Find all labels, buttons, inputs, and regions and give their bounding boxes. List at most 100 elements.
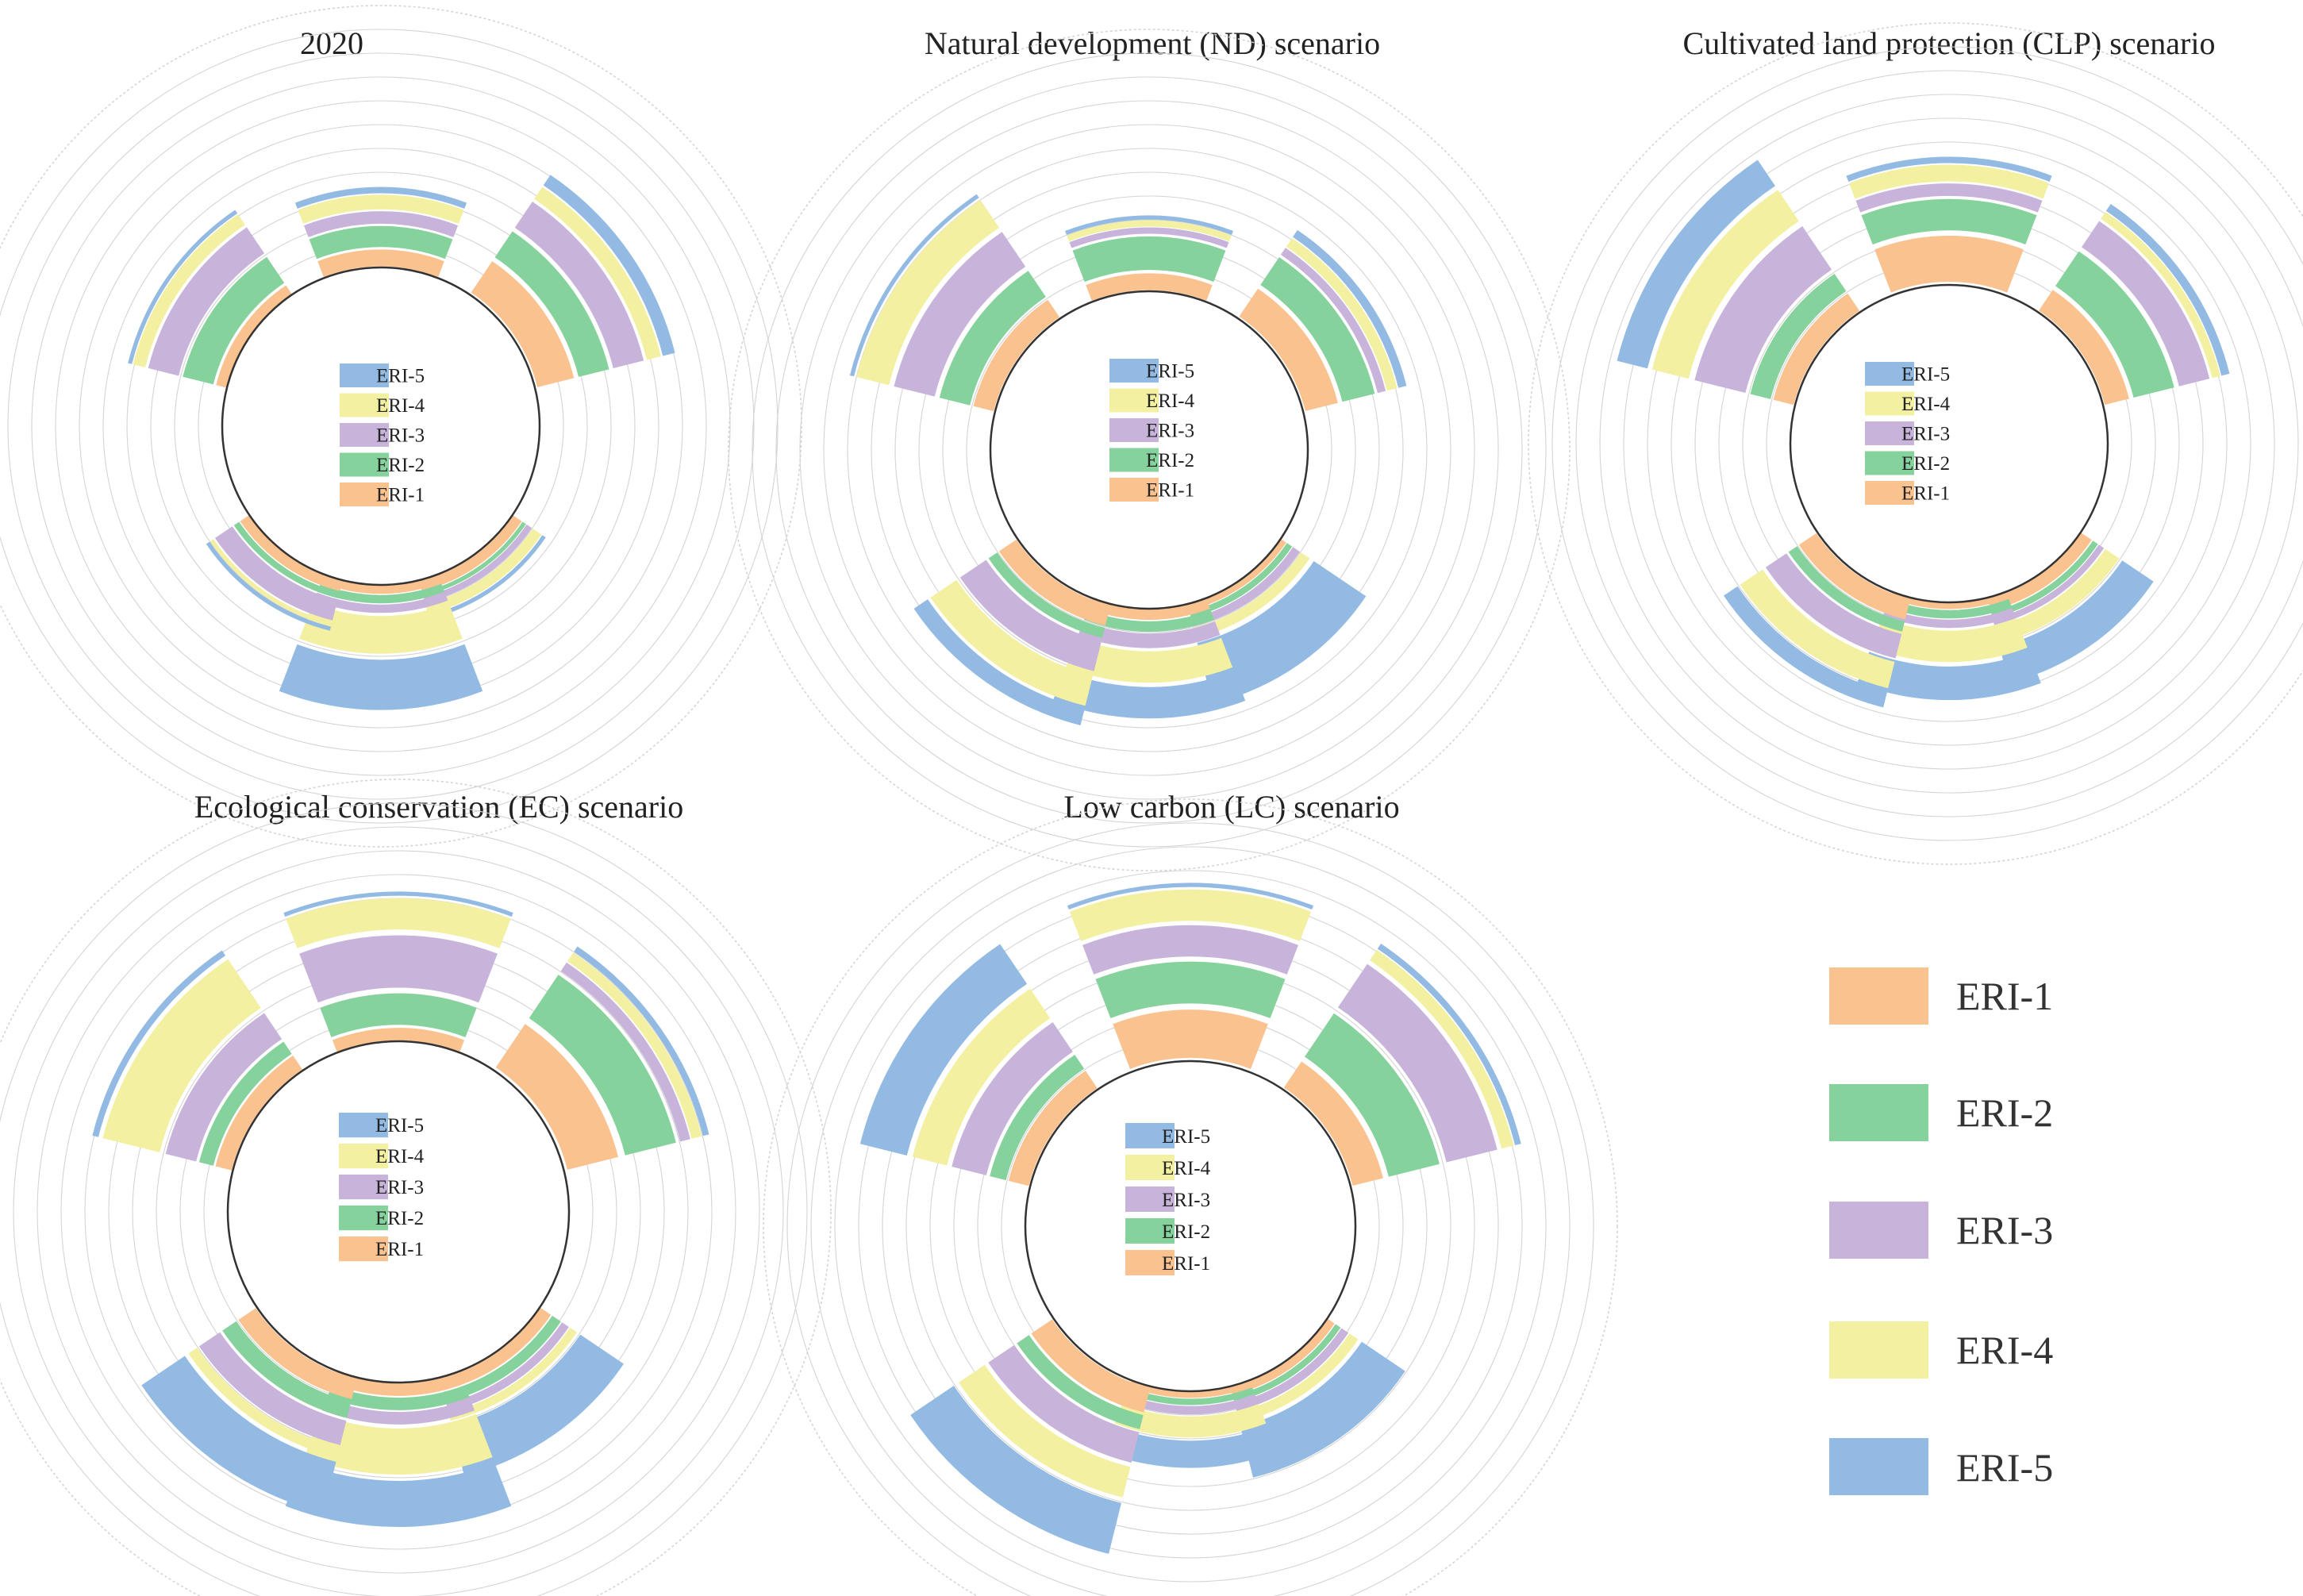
panel-title: 2020 xyxy=(300,25,363,61)
bar-segment xyxy=(446,1322,569,1412)
bar-segment xyxy=(141,1356,336,1513)
bar-segment xyxy=(1122,1394,1259,1415)
bar-segment xyxy=(102,959,261,1152)
bar-segment xyxy=(216,285,292,388)
center-legend-label-eri-3: ERI-3 xyxy=(1146,420,1194,441)
bar-segment xyxy=(990,1054,1085,1181)
center-legend-label-eri-1: ERI-1 xyxy=(375,1239,424,1260)
bar-segment xyxy=(988,1344,1140,1463)
bar-segment xyxy=(320,993,477,1037)
center-legend-swatch xyxy=(339,1206,388,1231)
bar-segment xyxy=(1082,925,1298,975)
main-legend-label-eri-3: ERI-3 xyxy=(1956,1208,2053,1252)
bar-segment xyxy=(299,603,463,654)
center-legend-swatch xyxy=(1865,451,1914,475)
bar-segment xyxy=(1765,553,1902,659)
bar-segment xyxy=(285,1463,512,1528)
grid-ring xyxy=(1623,117,2275,770)
bar-segment xyxy=(298,194,464,224)
bar-segment xyxy=(1197,561,1367,704)
grid-ring xyxy=(1599,94,2299,794)
main-legend: ERI-1 ERI-2 ERI-3 ERI-4 ERI-5 xyxy=(1829,967,2053,1495)
bar-segment xyxy=(1861,198,2037,245)
bar-segment xyxy=(1293,229,1407,388)
panel-title: Ecological conservation (EC) scenario xyxy=(194,789,683,825)
bar-segment xyxy=(1369,949,1514,1149)
main-legend-swatch-eri-1 xyxy=(1829,967,1928,1025)
grid-ring xyxy=(1647,141,2251,746)
center-legend-label-eri-4: ERI-4 xyxy=(1901,394,1951,415)
bar-segment xyxy=(952,1022,1073,1175)
center-legend-label-eri-4: ERI-4 xyxy=(376,395,425,417)
bar-segment xyxy=(1857,652,2041,701)
bar-segment xyxy=(1095,961,1286,1019)
grid-ring xyxy=(1551,46,2303,841)
bar-segment xyxy=(560,962,690,1142)
center-legend-label-eri-2: ERI-2 xyxy=(1146,450,1194,471)
bar-segment xyxy=(567,952,702,1139)
bar-segment xyxy=(1870,618,2028,663)
grid-ring xyxy=(775,76,1523,824)
bar-segment xyxy=(279,644,483,710)
center-legend-label-eri-4: ERI-4 xyxy=(1162,1158,1211,1179)
center-legend-label-eri-5: ERI-5 xyxy=(375,1115,424,1136)
grid-ring xyxy=(1575,70,2303,817)
grid-ring xyxy=(728,29,1571,871)
center-legend-swatch xyxy=(1865,481,1914,505)
main-legend-swatch-eri-4 xyxy=(1829,1321,1928,1379)
bar-segment xyxy=(1724,586,1888,708)
panel-lc-scenario: Low carbon (LC) scenario ERI-5 ERI-4 ERI… xyxy=(763,789,1618,1596)
grid-ring xyxy=(60,874,736,1550)
center-legend-swatch xyxy=(340,393,389,417)
grid-ring xyxy=(31,76,731,776)
bar-segment xyxy=(1874,235,2024,293)
bar-segment xyxy=(1283,1061,1383,1186)
center-legend-swatch xyxy=(1125,1218,1175,1244)
grid-rings xyxy=(728,29,1571,871)
bar-segment xyxy=(215,1056,302,1171)
bar-segment xyxy=(313,592,448,613)
bar-segment xyxy=(930,579,1094,706)
bar-segment xyxy=(2105,204,2230,376)
bar-segment xyxy=(148,227,265,376)
bar-segment xyxy=(1280,248,1386,394)
grid-ring xyxy=(7,52,755,800)
center-legend-label-eri-2: ERI-2 xyxy=(376,455,425,476)
bar-segments xyxy=(128,175,675,710)
bar-segment xyxy=(165,1013,283,1162)
grid-ring xyxy=(79,124,683,729)
grid-ring xyxy=(37,850,760,1574)
bar-segments xyxy=(1617,156,2230,708)
panel-title: Low carbon (LC) scenario xyxy=(1063,789,1399,825)
main-legend-label-eri-1: ERI-1 xyxy=(1956,974,2053,1018)
bar-segment xyxy=(425,529,542,614)
center-legend-swatch xyxy=(340,483,389,506)
center-legend-swatch xyxy=(1109,359,1159,383)
grid-ring xyxy=(1528,22,2303,865)
center-legend-swatch xyxy=(1109,388,1159,413)
bar-segment xyxy=(1114,1403,1267,1438)
center-legend-swatch xyxy=(1125,1123,1175,1148)
bar-segment xyxy=(958,1364,1131,1498)
center-legend: ERI-5 ERI-4 ERI-3 ERI-2 ERI-1 xyxy=(340,363,425,506)
center-legend-swatch xyxy=(1109,418,1159,442)
bar-segment xyxy=(1337,963,1498,1163)
bar-segments xyxy=(92,891,709,1528)
bar-segment xyxy=(471,261,575,387)
grid-ring xyxy=(763,798,1618,1596)
bar-segment xyxy=(1798,533,1911,620)
bar-segment xyxy=(1846,156,2052,182)
bar-segment xyxy=(233,521,340,598)
grid-ring xyxy=(799,100,1499,800)
bar-segment xyxy=(1890,592,2009,610)
bar-segment xyxy=(973,299,1060,412)
bar-segment xyxy=(214,526,338,621)
bar-segment xyxy=(304,1413,493,1475)
center-legend-label-eri-5: ERI-5 xyxy=(1146,360,1194,382)
grid-ring xyxy=(847,148,1451,752)
bar-segment xyxy=(317,583,445,604)
panel-nd-scenario: Natural development (ND) scenario ERI-5 … xyxy=(728,25,1571,871)
bar-segment xyxy=(1072,236,1226,283)
center-legend-swatch xyxy=(1109,478,1159,502)
bar-segment xyxy=(1103,1426,1278,1468)
